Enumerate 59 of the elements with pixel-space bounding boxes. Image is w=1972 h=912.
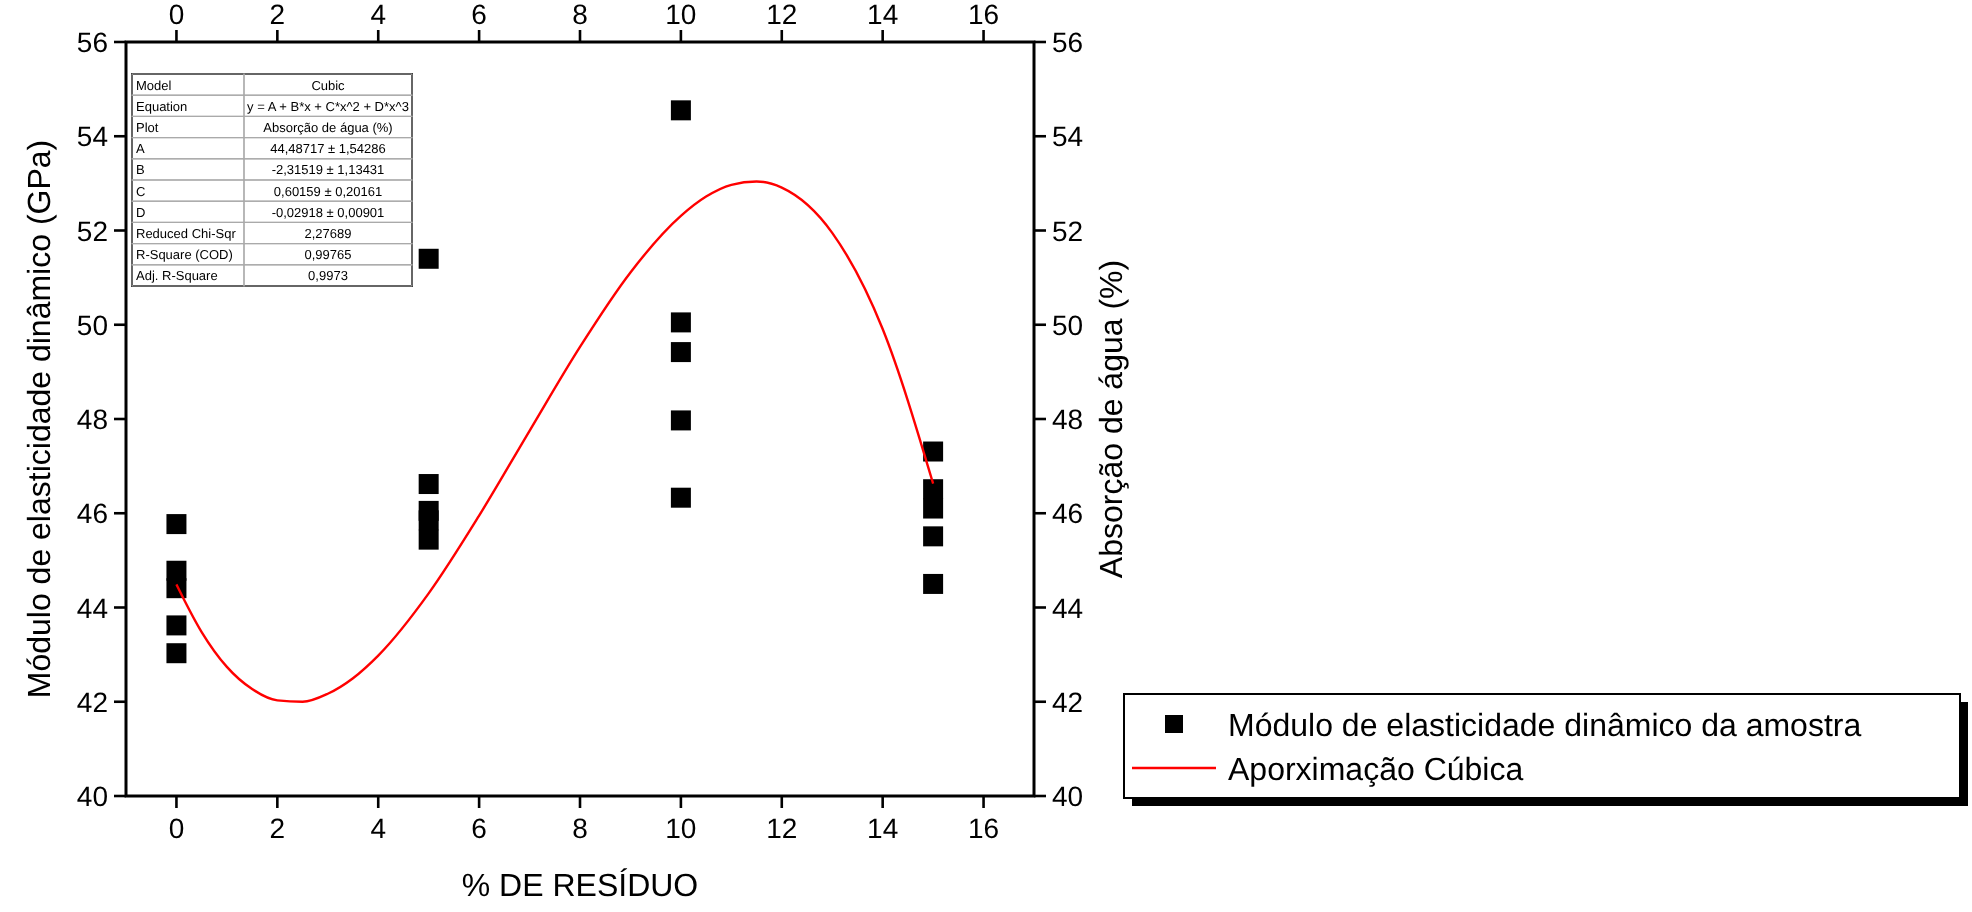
legend-label: Módulo de elasticidade dinâmico da amostra xyxy=(1228,710,1862,744)
x-tick-label: 12 xyxy=(766,0,798,30)
point xyxy=(923,526,944,547)
point xyxy=(670,312,691,333)
point xyxy=(670,487,691,508)
y-tick-label: 42 xyxy=(76,685,109,718)
y-tick-label: 48 xyxy=(76,403,109,435)
point xyxy=(166,514,187,535)
x2-tick-label: 2 xyxy=(269,812,286,844)
y2-tick-label: 54 xyxy=(1052,120,1084,153)
x-tick-label: 4 xyxy=(370,0,387,30)
point xyxy=(923,479,944,500)
point xyxy=(923,441,944,462)
x2-tick-label: 14 xyxy=(867,812,899,844)
point xyxy=(166,578,187,599)
x-tick-label: 0 xyxy=(168,0,185,30)
y-tick-label: 54 xyxy=(76,120,109,153)
x-tick-label: 8 xyxy=(572,0,589,30)
y2-tick-label: 40 xyxy=(1052,780,1084,812)
y2-tick-label: 46 xyxy=(1052,497,1084,530)
x2-tick-label: 16 xyxy=(967,812,1000,844)
point xyxy=(418,474,439,495)
y2-axis-title: Absorção de água (%) xyxy=(1096,259,1130,579)
x2-tick-label: 8 xyxy=(572,812,589,844)
point xyxy=(670,100,691,121)
x-tick-label: 2 xyxy=(269,0,286,30)
point xyxy=(418,510,439,531)
point xyxy=(418,529,439,550)
y-tick-label: 40 xyxy=(76,780,109,812)
x-axis-title: % DE RESÍDUO xyxy=(461,868,699,904)
x-tick-label: 10 xyxy=(665,0,697,30)
point xyxy=(670,342,691,363)
x2-tick-label: 6 xyxy=(471,812,488,844)
y-tick-label: 44 xyxy=(76,591,109,624)
point xyxy=(670,410,691,431)
point xyxy=(166,643,187,664)
point xyxy=(923,498,944,519)
y2-tick-label: 50 xyxy=(1052,308,1084,341)
x2-tick-label: 10 xyxy=(665,812,697,844)
x2-tick-label: 12 xyxy=(766,812,798,844)
point xyxy=(418,248,439,269)
x2-tick-label: 0 xyxy=(168,812,185,844)
y2-tick-label: 44 xyxy=(1052,591,1084,624)
y-tick-label: 46 xyxy=(76,497,109,530)
y2-tick-label: 52 xyxy=(1052,214,1084,247)
y2-tick-label: 42 xyxy=(1052,685,1084,718)
y-tick-label: 56 xyxy=(76,26,109,58)
x-tick-label: 14 xyxy=(867,0,899,30)
point xyxy=(923,573,944,594)
point xyxy=(166,615,187,636)
y-tick-label: 52 xyxy=(76,214,109,247)
legend-label: Aporximação Cúbica xyxy=(1228,754,1524,788)
y-axis-title: Módulo de elasticidade dinâmico (GPa) xyxy=(24,139,58,699)
x-tick-label: 6 xyxy=(471,0,488,30)
x2-tick-label: 4 xyxy=(370,812,387,844)
y2-tick-label: 48 xyxy=(1052,403,1084,435)
y2-tick-label: 56 xyxy=(1052,26,1084,58)
x-tick-label: 16 xyxy=(967,0,1000,30)
y-tick-label: 50 xyxy=(76,308,109,341)
